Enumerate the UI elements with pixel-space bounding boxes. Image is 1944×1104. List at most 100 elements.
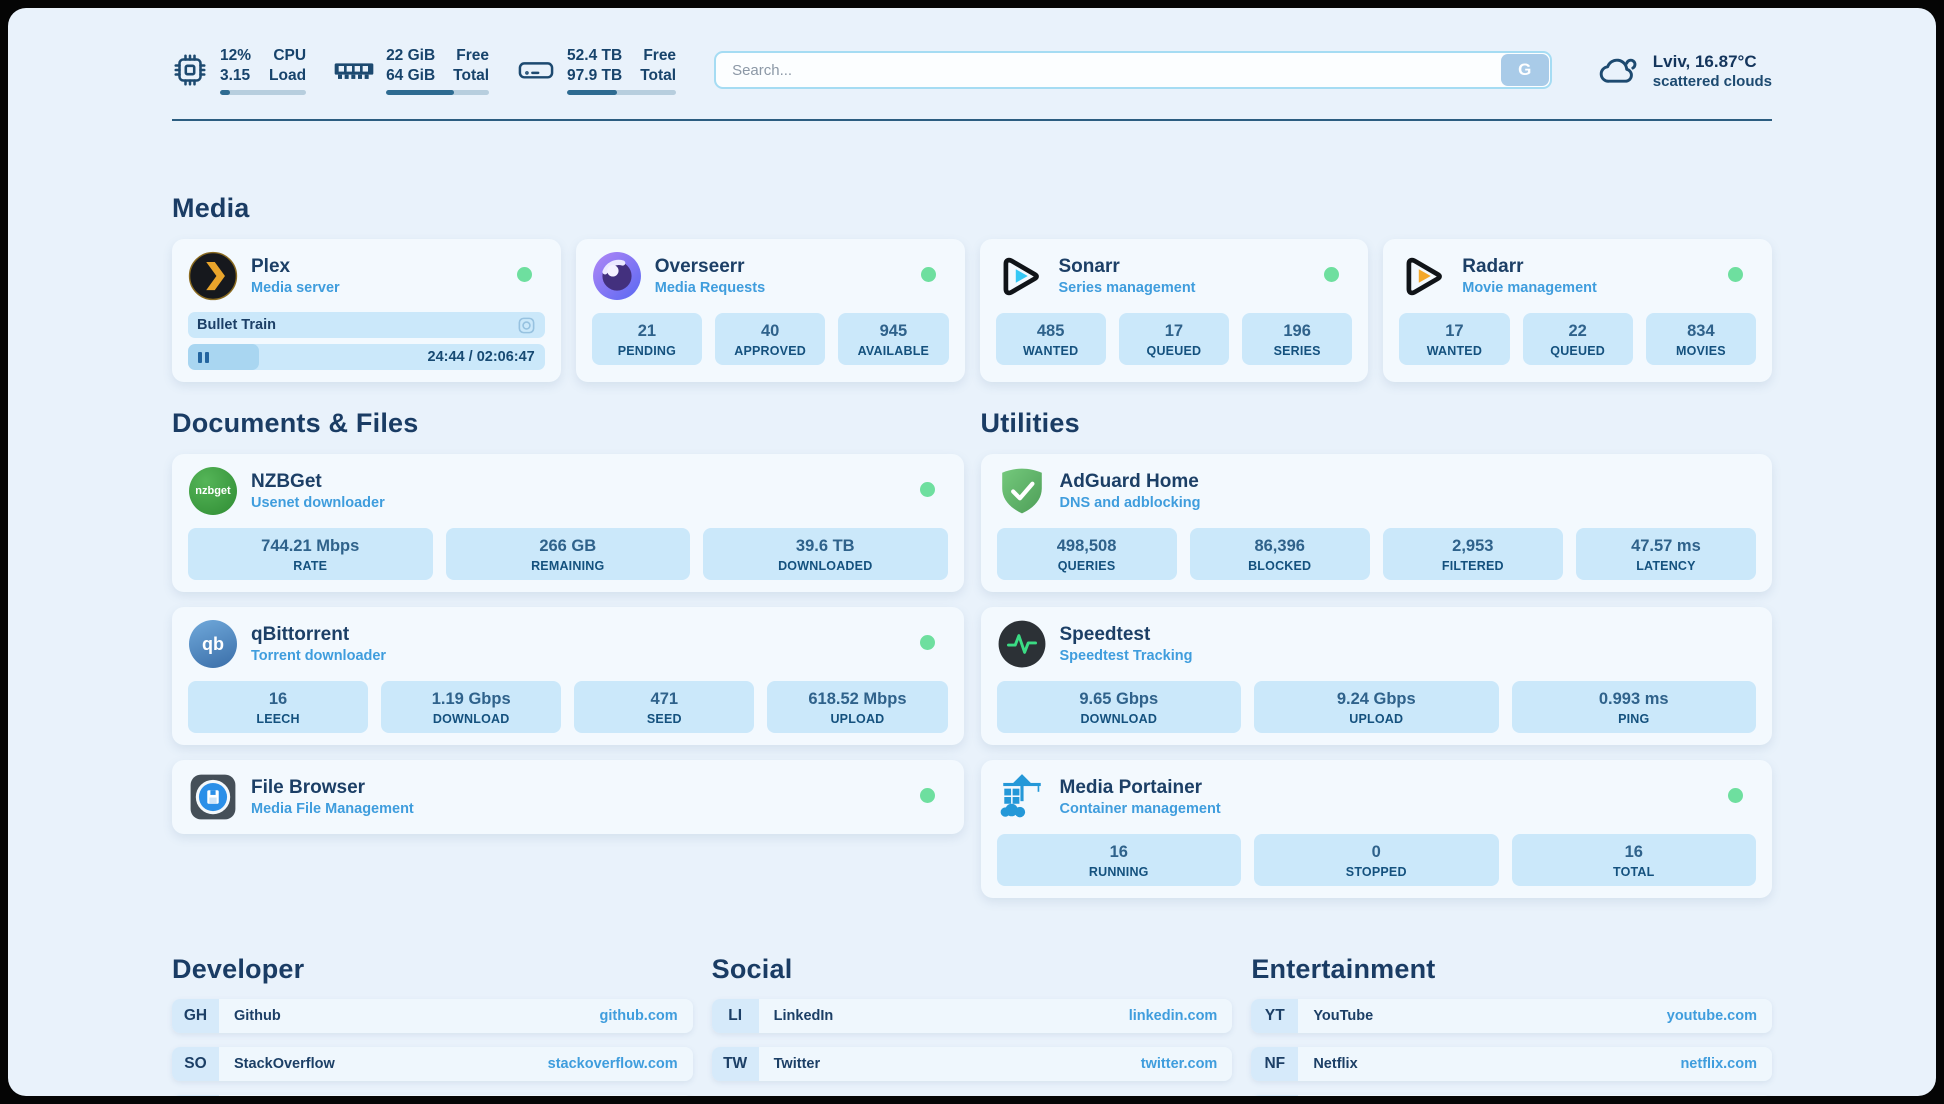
stat-download: 1.19 Gbps DOWNLOAD bbox=[381, 681, 562, 733]
app-name: File Browser bbox=[251, 776, 366, 798]
ram-progress-track bbox=[386, 89, 490, 95]
bookmark-url: linkedin.com bbox=[1128, 1008, 1218, 1024]
bookmark-name: StackOverflow bbox=[234, 1056, 335, 1072]
bookmark-abbr: NF bbox=[1251, 1047, 1299, 1081]
stat-download: 9.65 Gbps DOWNLOAD bbox=[996, 681, 1241, 733]
stat-approved: 40 APPROVED bbox=[715, 313, 826, 365]
qbittorrent-icon: qb bbox=[188, 619, 238, 669]
bookmark-name: Netflix bbox=[1313, 1056, 1358, 1072]
status-dot bbox=[516, 267, 532, 282]
bookmark-name: Twitter bbox=[773, 1056, 821, 1072]
social-column: Social LI LinkedIn linkedin.com TW Twitt… bbox=[711, 954, 1233, 1081]
status-dot bbox=[1728, 788, 1743, 803]
stat-series: 196 SERIES bbox=[1242, 313, 1353, 365]
overseerr-icon bbox=[592, 251, 642, 301]
portainer-card[interactable]: Media Portainer Container management 16 … bbox=[980, 760, 1772, 898]
pause-icon[interactable] bbox=[198, 351, 209, 363]
speedtest-card[interactable]: Speedtest Speedtest Tracking 9.65 Gbps D… bbox=[980, 607, 1772, 745]
now-playing-title: Bullet Train bbox=[197, 317, 276, 333]
stat-queued: 17 QUEUED bbox=[1118, 313, 1229, 365]
bookmark-url: netflix.com bbox=[1680, 1056, 1757, 1072]
top-bar: 12% 3.15 CPU Load bbox=[172, 41, 1772, 99]
filebrowser-card[interactable]: File Browser Media File Management bbox=[172, 760, 964, 834]
nzbget-icon: nzbget bbox=[188, 466, 238, 516]
bookmark-linkedin[interactable]: LI LinkedIn linkedin.com bbox=[711, 999, 1233, 1033]
utilities-column: Utilities AdGuard Home bbox=[980, 408, 1772, 898]
stat-running: 16 RUNNING bbox=[996, 834, 1241, 886]
bookmark-abbr: RE bbox=[1251, 1095, 1299, 1096]
bookmark-name: Github bbox=[234, 1008, 281, 1024]
disk-label-bottom: Total bbox=[640, 66, 677, 84]
ram-stat: 22 GiB 64 GiB Free Total bbox=[334, 46, 490, 95]
bookmark-github[interactable]: GH Github github.com bbox=[172, 999, 693, 1033]
stat-pending: 21 PENDING bbox=[591, 313, 702, 365]
app-description: Series management bbox=[1058, 280, 1196, 297]
disk-stat: 52.4 TB 97.9 TB Free Total bbox=[517, 46, 677, 95]
app-name: NZBGet bbox=[251, 470, 322, 492]
app-description: Media Requests bbox=[654, 280, 766, 297]
ram-label-top: Free bbox=[456, 46, 490, 64]
ram-total: 64 GiB bbox=[386, 66, 436, 84]
stat-total: 16 TOTAL bbox=[1511, 834, 1756, 886]
bookmark-stackoverflow[interactable]: SO StackOverflow stackoverflow.com bbox=[172, 1047, 693, 1081]
status-dot bbox=[919, 788, 935, 803]
sonarr-card[interactable]: Sonarr Series management 485 WANTED 17 Q… bbox=[979, 239, 1369, 382]
section-title-entertainment: Entertainment bbox=[1251, 954, 1436, 984]
ram-icon bbox=[334, 63, 374, 79]
stat-remaining: 266 GB REMAINING bbox=[445, 528, 690, 580]
bookmark-url: stackoverflow.com bbox=[547, 1056, 678, 1072]
stat-movies: 834 MOVIES bbox=[1645, 313, 1756, 365]
bookmark-youtube[interactable]: YT YouTube youtube.com bbox=[1251, 999, 1772, 1033]
search-engine-button[interactable]: G bbox=[1500, 54, 1549, 86]
status-dot bbox=[919, 635, 935, 650]
app-description: Media server bbox=[251, 280, 340, 297]
app-name: qBittorrent bbox=[251, 623, 350, 645]
section-title-developer: Developer bbox=[172, 954, 305, 984]
cpu-percent: 12% bbox=[220, 46, 252, 64]
portainer-icon bbox=[997, 772, 1047, 822]
ram-free: 22 GiB bbox=[386, 46, 436, 64]
now-playing-row: Bullet Train bbox=[188, 312, 545, 338]
bookmark-dev[interactable]: DT DEV dev.to bbox=[172, 1095, 693, 1096]
disk-label-top: Free bbox=[643, 46, 677, 64]
bookmark-abbr: SO bbox=[172, 1047, 219, 1081]
bookmark-netflix[interactable]: NF Netflix netflix.com bbox=[1251, 1047, 1772, 1081]
stat-upload: 9.24 Gbps UPLOAD bbox=[1254, 681, 1499, 733]
radarr-icon bbox=[1399, 251, 1449, 301]
search-input[interactable] bbox=[714, 51, 1552, 89]
dashboard-page: 12% 3.15 CPU Load bbox=[8, 8, 1936, 1096]
status-dot bbox=[919, 482, 935, 497]
app-name: Radarr bbox=[1462, 255, 1524, 277]
plex-card[interactable]: Plex Media server Bullet Train 24:44 / 0… bbox=[172, 239, 561, 382]
sonarr-icon bbox=[996, 251, 1046, 301]
app-description: Torrent downloader bbox=[251, 648, 387, 665]
stat-downloaded: 39.6 TB DOWNLOADED bbox=[703, 528, 948, 580]
radarr-card[interactable]: Radarr Movie management 17 WANTED 22 QUE… bbox=[1383, 239, 1772, 382]
app-name: Plex bbox=[251, 255, 291, 277]
app-description: Media File Management bbox=[251, 801, 414, 818]
nzbget-card[interactable]: nzbget NZBGet Usenet downloader 744.21 M… bbox=[172, 454, 964, 592]
bookmark-reddit[interactable]: RE Reddit reddit.com bbox=[1251, 1095, 1772, 1096]
bookmark-abbr: YT bbox=[1251, 999, 1299, 1033]
stat-upload: 618.52 Mbps UPLOAD bbox=[767, 681, 948, 733]
app-description: Speedtest Tracking bbox=[1059, 648, 1193, 665]
stat-stopped: 0 STOPPED bbox=[1254, 834, 1499, 886]
overseerr-card[interactable]: Overseerr Media Requests 21 PENDING 40 A… bbox=[575, 239, 965, 382]
disk-free: 52.4 TB bbox=[567, 46, 623, 64]
disk-progress-track bbox=[567, 89, 677, 95]
qbittorrent-card[interactable]: qb qBittorrent Torrent downloader 16 LEE… bbox=[172, 607, 964, 745]
weather-condition: scattered clouds bbox=[1652, 72, 1772, 90]
section-title-utilities: Utilities bbox=[980, 408, 1080, 438]
stat-latency: 47.57 ms LATENCY bbox=[1575, 528, 1756, 580]
adguard-icon bbox=[997, 466, 1047, 516]
cpu-progress-track bbox=[220, 89, 307, 95]
stat-leech: 16 LEECH bbox=[188, 681, 369, 733]
app-name: AdGuard Home bbox=[1059, 470, 1199, 492]
stat-rate: 744.21 Mbps RATE bbox=[188, 528, 433, 580]
adguard-card[interactable]: AdGuard Home DNS and adblocking 498,508 … bbox=[980, 454, 1772, 592]
app-description: Usenet downloader bbox=[251, 495, 385, 512]
bookmark-abbr: GH bbox=[172, 999, 219, 1033]
section-title-social: Social bbox=[711, 954, 793, 984]
bookmark-twitter[interactable]: TW Twitter twitter.com bbox=[711, 1047, 1233, 1081]
documents-column: Documents & Files nzbget NZBGet Usenet d… bbox=[172, 408, 964, 834]
